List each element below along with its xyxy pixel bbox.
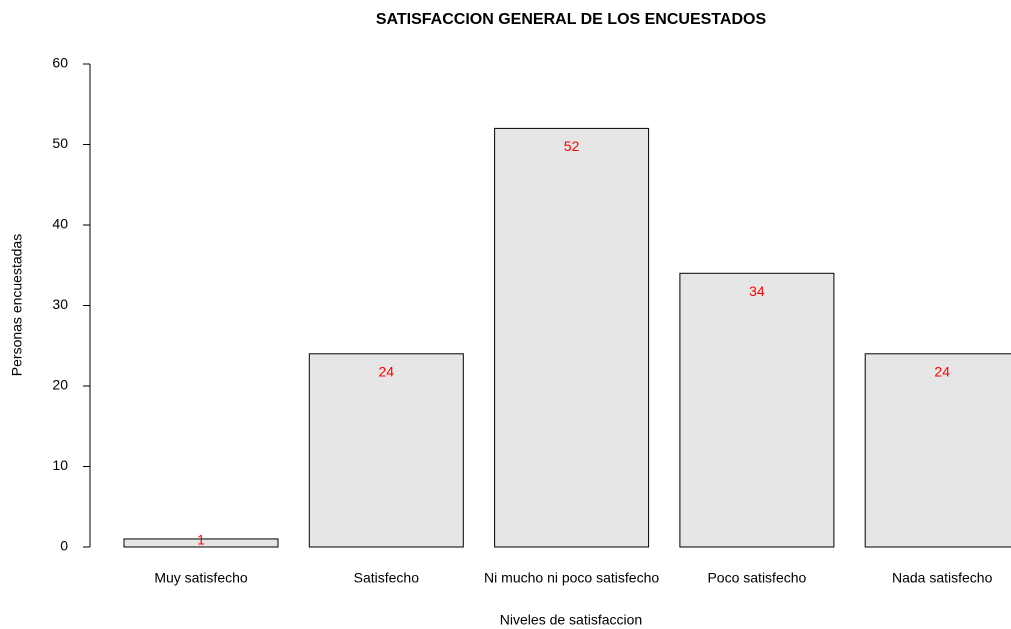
bar — [679, 272, 835, 548]
bar — [864, 353, 1011, 548]
y-tick-label: 0 — [60, 538, 68, 554]
y-tick-label: 40 — [52, 216, 68, 232]
chart-title: SATISFACCION GENERAL DE LOS ENCUESTADOS — [376, 11, 767, 28]
y-tick-label: 20 — [52, 377, 68, 393]
value-label: 24 — [379, 364, 395, 380]
y-axis-label: Personas encuestadas — [9, 234, 25, 376]
x-tick-label: Ni mucho ni poco satisfecho — [484, 570, 659, 586]
x-tick-label: Poco satisfecho — [707, 570, 806, 586]
value-label: 24 — [934, 364, 950, 380]
y-tick-label: 30 — [52, 296, 68, 312]
x-tick-label: Nada satisfecho — [892, 570, 993, 586]
bar — [123, 538, 279, 548]
value-label: 52 — [564, 138, 580, 154]
value-label: 1 — [197, 532, 205, 548]
x-tick-label: Satisfecho — [354, 570, 420, 586]
value-label: 34 — [749, 283, 765, 299]
y-tick-label: 10 — [52, 457, 68, 473]
y-tick-label: 50 — [52, 135, 68, 151]
y-tick-label: 60 — [52, 55, 68, 71]
bar — [308, 353, 464, 548]
bar — [494, 127, 650, 548]
x-tick-label: Muy satisfecho — [154, 570, 248, 586]
x-axis-label: Niveles de satisfaccion — [500, 612, 642, 628]
